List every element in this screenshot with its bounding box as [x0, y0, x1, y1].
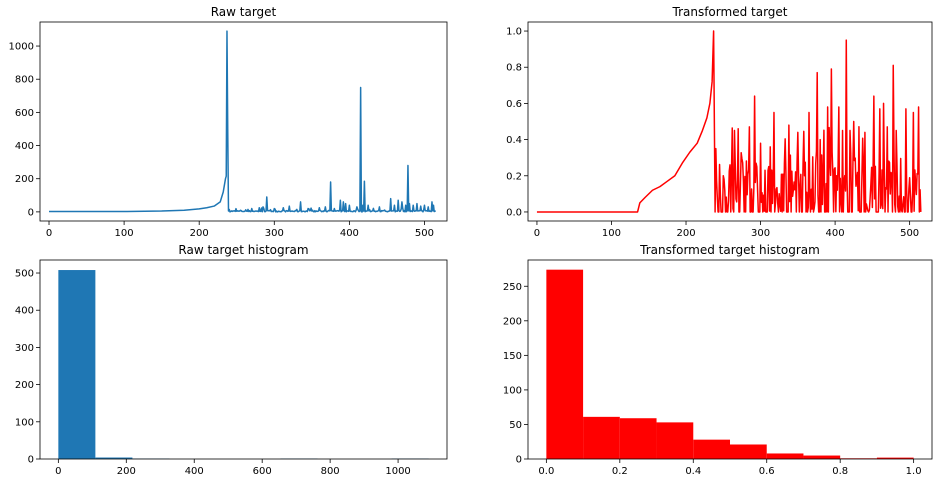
x-tick-label: 800 [321, 466, 340, 477]
x-tick-label: 600 [253, 466, 272, 477]
x-tick-label: 300 [265, 228, 284, 239]
x-tick-label: 0.8 [832, 466, 848, 477]
x-tick-label: 0 [46, 228, 52, 239]
y-tick-label: 600 [15, 108, 34, 119]
x-tick-label: 400 [340, 228, 359, 239]
y-tick-label: 0.8 [506, 63, 522, 74]
plot-title: Transformed target [672, 5, 788, 19]
histogram-bar [730, 444, 767, 459]
x-tick-label: 0 [55, 466, 61, 477]
histogram-bar [803, 455, 841, 459]
x-tick-label: 1000 [385, 466, 410, 477]
subplot-2: Transformed target 0 100 200 300 400 500 0.0 0.2… [506, 5, 933, 239]
y-tick-label: 250 [503, 282, 522, 293]
subplot-4: Transformed target histogram 0.0 0.2 0.4 0.6… [503, 243, 933, 477]
plot-area [49, 30, 436, 213]
histogram-bar [693, 439, 730, 459]
plot-area [58, 270, 429, 459]
plot-area [536, 30, 922, 213]
y-tick-label: 0.0 [506, 207, 522, 218]
y-tick-label: 0.6 [506, 99, 522, 110]
y-tick-label: 100 [503, 385, 522, 396]
series-line [536, 30, 922, 213]
y-tick-label: 400 [15, 306, 34, 317]
series-line [49, 30, 436, 213]
x-tick-label: 400 [826, 228, 845, 239]
plot-title: Transformed target histogram [639, 243, 820, 257]
x-tick-label: 0.0 [538, 466, 554, 477]
x-tick-label: 200 [676, 228, 695, 239]
y-tick-label: 1.0 [506, 27, 522, 38]
plot-title: Raw target [211, 5, 277, 19]
x-tick-label: 0.6 [759, 466, 775, 477]
y-tick-label: 200 [15, 380, 34, 391]
histogram-bar [546, 269, 584, 459]
y-tick-label: 1000 [9, 42, 34, 53]
x-tick-label: 0.4 [685, 466, 701, 477]
plot-title: Raw target histogram [178, 243, 308, 257]
y-tick-label: 0.2 [506, 171, 522, 182]
histogram-bar [876, 457, 914, 459]
subplot-1: Raw target 0 100 200 300 400 500 0 200 400 600 800 1… [9, 5, 448, 239]
axes-frame [527, 259, 933, 460]
x-tick-label: 200 [117, 466, 136, 477]
x-tick-label: 500 [415, 228, 434, 239]
x-tick-label: 300 [751, 228, 770, 239]
x-tick-label: 0.2 [612, 466, 628, 477]
histogram-bar [766, 453, 804, 459]
y-tick-label: 0 [28, 207, 34, 218]
axes-frame [39, 21, 448, 222]
y-tick-label: 500 [15, 269, 34, 280]
y-tick-label: 400 [15, 141, 34, 152]
x-tick-label: 100 [115, 228, 134, 239]
y-tick-label: 200 [503, 316, 522, 327]
y-tick-label: 200 [15, 174, 34, 185]
plot-area [546, 269, 914, 459]
histogram-bar [95, 457, 133, 459]
axes-frame [527, 21, 933, 222]
x-tick-label: 0 [534, 228, 540, 239]
y-tick-label: 100 [15, 417, 34, 428]
x-tick-label: 200 [190, 228, 209, 239]
y-tick-label: 150 [503, 351, 522, 362]
y-tick-label: 50 [509, 420, 522, 431]
histogram-bar [619, 418, 657, 459]
x-tick-label: 400 [185, 466, 204, 477]
subplot-3: Raw target histogram 0 200 400 600 800 1000 0 10… [15, 243, 448, 477]
x-tick-label: 1.0 [906, 466, 922, 477]
y-tick-label: 800 [15, 75, 34, 86]
histogram-bar [583, 416, 620, 459]
histogram-bar [58, 270, 96, 459]
y-tick-label: 0 [28, 455, 34, 466]
x-tick-label: 500 [900, 228, 919, 239]
y-tick-label: 300 [15, 343, 34, 354]
y-tick-label: 0 [516, 455, 522, 466]
histogram-bar [656, 422, 694, 459]
axes-frame [39, 259, 448, 460]
x-tick-label: 100 [602, 228, 621, 239]
y-tick-label: 0.4 [506, 135, 522, 146]
